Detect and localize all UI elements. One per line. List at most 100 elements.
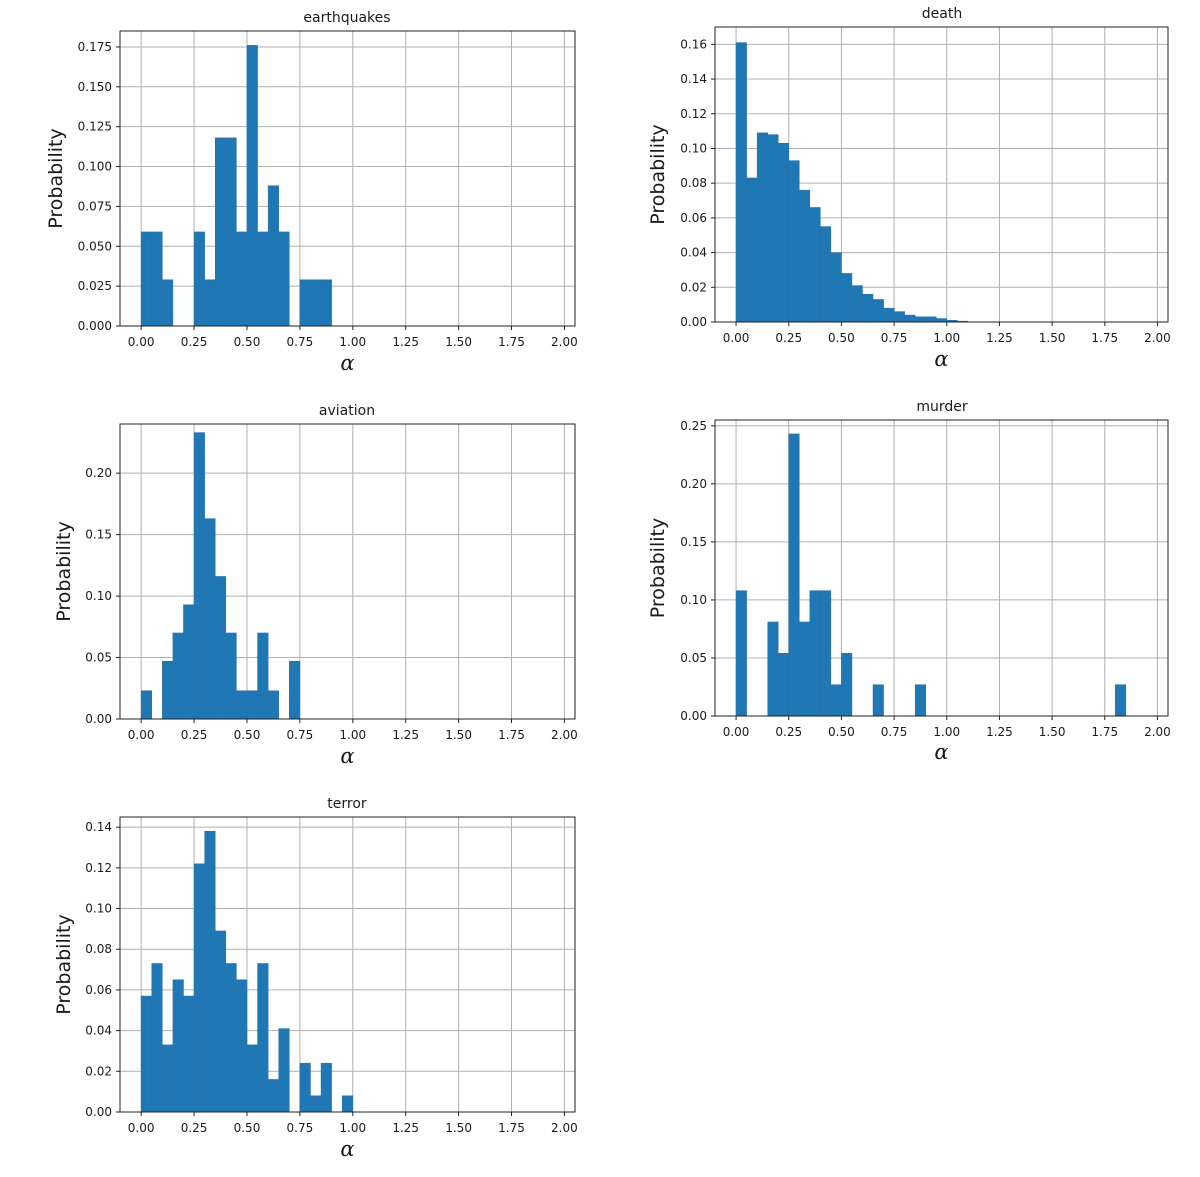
y-tick-label: 0.15: [85, 528, 112, 542]
histogram-bar: [883, 307, 895, 323]
histogram-bar: [320, 1062, 332, 1113]
y-tick-label: 0.00: [680, 709, 707, 723]
histogram-bar: [809, 590, 821, 717]
x-tick-label: 1.25: [392, 728, 419, 742]
x-tick-label: 0.25: [181, 728, 208, 742]
histogram-bar: [788, 433, 800, 717]
y-tick-label: 0.05: [680, 651, 707, 665]
panel-earthquakes: 0.00 0.25 0.50 0.75 1.00 1.25 1.50 1.75 2.000.00…: [45, 10, 578, 375]
x-tick-label: 2.00: [551, 335, 578, 349]
histogram-bar: [788, 160, 800, 323]
histogram-bar: [151, 231, 163, 327]
histogram-bar: [925, 316, 937, 323]
y-tick-label: 0.150: [78, 80, 112, 94]
x-tick-label: 1.75: [1091, 331, 1118, 345]
y-tick-label: 0.08: [680, 176, 707, 190]
panel-aviation: 0.00 0.25 0.50 0.75 1.00 1.25 1.50 1.75 2.000.00…: [53, 403, 578, 768]
y-axis-label: Probability: [647, 518, 669, 618]
histogram-bar: [851, 285, 863, 323]
panel-murder: 0.00 0.25 0.50 0.75 1.00 1.25 1.50 1.75 2.000.00…: [647, 399, 1171, 764]
y-tick-label: 0.10: [680, 593, 707, 607]
histogram-bar: [225, 137, 237, 327]
x-tick-label: 0.00: [723, 331, 750, 345]
histogram-bar: [140, 995, 152, 1113]
histogram-bar: [267, 185, 279, 327]
histogram-bar: [320, 279, 332, 327]
histogram-bar: [236, 979, 248, 1113]
histogram-bar: [193, 231, 205, 327]
x-tick-label: 0.50: [828, 725, 855, 739]
panel-terror: 0.00 0.25 0.50 0.75 1.00 1.25 1.50 1.75 2.000.00…: [53, 796, 578, 1161]
histogram-bar: [830, 684, 842, 717]
histogram-bar: [310, 1095, 322, 1113]
x-tick-label: 1.00: [933, 725, 960, 739]
x-tick-label: 1.25: [986, 725, 1013, 739]
histogram-bar: [183, 995, 195, 1113]
histogram-bar: [267, 690, 279, 720]
x-tick-label: 2.00: [1144, 725, 1171, 739]
x-tick-label: 0.25: [181, 335, 208, 349]
x-tick-label: 2.00: [1144, 331, 1171, 345]
axes-frame: [119, 30, 576, 327]
histogram-bar: [872, 684, 884, 717]
x-tick-label: 1.50: [445, 728, 472, 742]
histogram-bar: [162, 279, 174, 327]
x-ticks: 0.00 0.25 0.50 0.75 1.00 1.25 1.50 1.75 2.00: [128, 1112, 578, 1135]
x-ticks: 0.00 0.25 0.50 0.75 1.00 1.25 1.50 1.75 2.00: [723, 322, 1171, 345]
x-axis-label: α: [340, 1137, 354, 1161]
panel-title: terror: [327, 796, 367, 812]
histogram-bar: [310, 279, 322, 327]
y-tick-label: 0.25: [680, 419, 707, 433]
y-tick-label: 0.00: [85, 712, 112, 726]
y-tick-label: 0.075: [78, 199, 112, 213]
histogram-bar: [140, 231, 152, 327]
x-tick-label: 1.25: [986, 331, 1013, 345]
x-tick-label: 1.75: [498, 728, 525, 742]
x-tick-label: 0.50: [828, 331, 855, 345]
histogram-bar: [799, 189, 811, 323]
y-tick-label: 0.20: [680, 477, 707, 491]
y-axis-label: Probability: [53, 521, 75, 621]
x-tick-label: 0.50: [234, 728, 261, 742]
x-axis-label: α: [340, 744, 354, 768]
x-tick-label: 0.25: [181, 1121, 208, 1135]
histogram-bar: [172, 979, 184, 1113]
x-axis-label: α: [340, 351, 354, 375]
y-tick-label: 0.15: [680, 535, 707, 549]
x-tick-label: 0.00: [128, 1121, 155, 1135]
histogram-bar: [809, 207, 821, 323]
x-tick-label: 1.75: [498, 335, 525, 349]
histogram-bar: [841, 653, 853, 717]
bars: [735, 433, 1127, 717]
y-ticks: 0.00 0.02 0.04 0.06 0.08 0.10 0.12 0.14: [85, 820, 120, 1119]
x-tick-label: 0.00: [723, 725, 750, 739]
y-axis-label: Probability: [647, 124, 669, 224]
y-tick-label: 0.025: [78, 279, 112, 293]
x-tick-label: 0.50: [234, 335, 261, 349]
histogram-bar: [777, 653, 789, 717]
bars: [140, 830, 354, 1113]
y-tick-label: 0.12: [85, 861, 112, 875]
x-tick-label: 1.75: [498, 1121, 525, 1135]
histogram-bar: [862, 293, 874, 323]
histogram-bar: [893, 311, 905, 323]
x-tick-label: 1.50: [445, 1121, 472, 1135]
histogram-bar: [1115, 684, 1127, 717]
y-tick-label: 0.10: [85, 589, 112, 603]
y-ticks: 0.00 0.02 0.04 0.06 0.08 0.10 0.12 0.14 0.16: [680, 37, 715, 329]
histogram-bar: [214, 930, 227, 1113]
y-ticks: 0.00 0.05 0.10 0.15 0.20: [85, 466, 120, 726]
histogram-bar: [935, 318, 948, 323]
panel-title: aviation: [319, 403, 375, 419]
x-tick-label: 0.75: [287, 1121, 314, 1135]
histogram-bar: [140, 690, 152, 720]
histogram-bar: [183, 604, 195, 720]
grid: [120, 31, 575, 327]
y-tick-label: 0.06: [85, 983, 112, 997]
panel-death: 0.00 0.25 0.50 0.75 1.00 1.25 1.50 1.75 2.000.00…: [647, 6, 1171, 371]
y-tick-label: 0.04: [680, 246, 707, 260]
histogram-bar: [193, 863, 205, 1113]
x-tick-label: 1.50: [1039, 331, 1066, 345]
y-tick-label: 0.08: [85, 942, 112, 956]
